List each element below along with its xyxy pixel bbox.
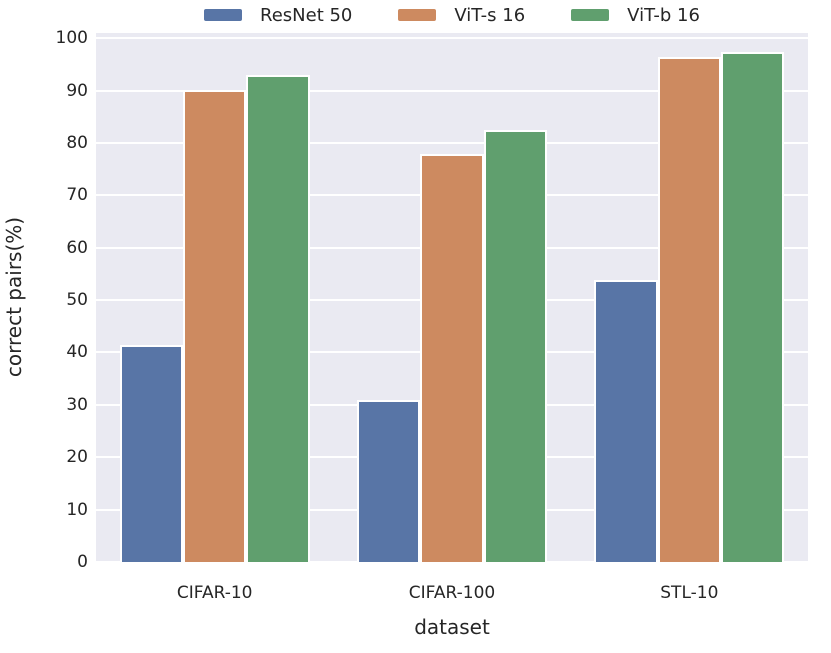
y-tick-80: 80 [66, 132, 88, 153]
y-tick-40: 40 [66, 342, 88, 363]
bar-STL-10-ResNet-50 [594, 279, 658, 562]
grid-line-100 [96, 37, 808, 40]
x-tick-STL-10: STL-10 [660, 583, 719, 603]
legend-swatch-vitb16 [571, 9, 610, 21]
legend-label-vits16: ViT-s 16 [454, 4, 526, 26]
y-tick-90: 90 [66, 80, 88, 101]
bar-CIFAR-100-ViT-b-16 [483, 130, 547, 562]
y-tick-0: 0 [77, 552, 88, 572]
legend-item-resnet50: ResNet 50 [204, 5, 352, 26]
grid-line-90 [96, 89, 808, 92]
grid-line-0 [96, 561, 808, 563]
y-tick-20: 20 [66, 447, 88, 468]
y-tick-70: 70 [66, 185, 88, 206]
x-tick-CIFAR-100: CIFAR-100 [408, 583, 496, 603]
bar-CIFAR-10-ViT-b-16 [246, 74, 310, 562]
legend-item-vitb16: ViT-b 16 [571, 5, 700, 26]
legend-swatch-vits16 [398, 9, 437, 21]
y-tick-60: 60 [66, 237, 88, 258]
bar-CIFAR-10-ResNet-50 [119, 344, 183, 562]
plot-area [96, 33, 808, 563]
grid-line-80 [96, 141, 808, 144]
x-axis-label: dataset [414, 615, 490, 639]
bar-CIFAR-10-ViT-s-16 [183, 89, 247, 562]
legend-label-vitb16: ViT-b 16 [627, 4, 700, 26]
legend-item-vits16: ViT-s 16 [398, 5, 525, 26]
y-tick-30: 30 [66, 394, 88, 415]
bar-STL-10-ViT-s-16 [657, 57, 721, 562]
y-tick-10: 10 [66, 499, 88, 520]
legend-label-resnet50: ResNet 50 [260, 4, 353, 26]
bar-CIFAR-100-ViT-s-16 [420, 154, 484, 562]
y-tick-50: 50 [66, 290, 88, 311]
chart-legend: ResNet 50 ViT-s 16 ViT-b 16 [96, 2, 808, 28]
bar-CIFAR-100-ResNet-50 [357, 399, 421, 562]
bar-STL-10-ViT-b-16 [720, 52, 785, 562]
x-tick-CIFAR-10: CIFAR-10 [176, 583, 253, 603]
legend-swatch-resnet50 [204, 9, 243, 21]
y-tick-100: 100 [55, 28, 88, 49]
